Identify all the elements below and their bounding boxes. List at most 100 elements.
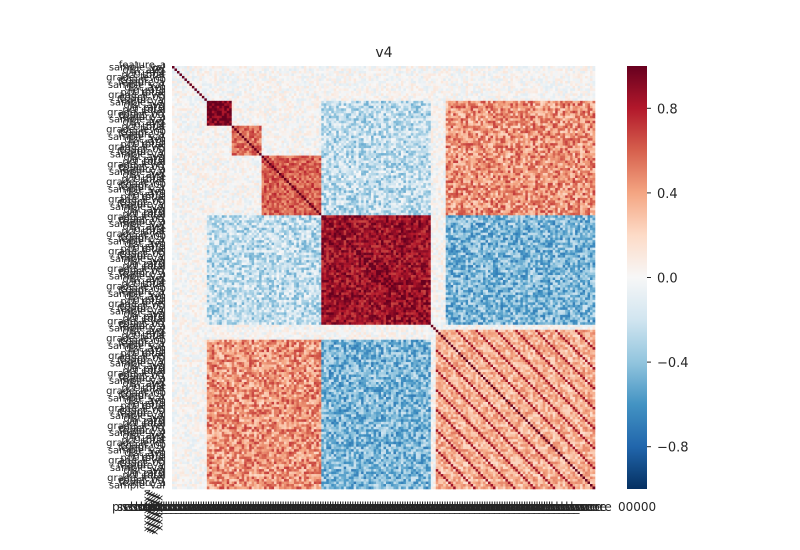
- heatmap-cell: [212, 113, 215, 116]
- heatmap-cell: [346, 66, 349, 69]
- heatmap-cell: [277, 113, 280, 116]
- heatmap-cell: [207, 81, 210, 84]
- heatmap-cell: [262, 66, 265, 69]
- heatmap-cell: [503, 68, 506, 71]
- heatmap-cell: [224, 133, 227, 136]
- heatmap-cell: [229, 126, 232, 129]
- heatmap-cell: [294, 113, 297, 116]
- heatmap-cell: [580, 76, 583, 79]
- heatmap-cell: [172, 123, 175, 126]
- heatmap-cell: [560, 116, 563, 119]
- heatmap-cell: [222, 76, 225, 79]
- heatmap-cell: [466, 106, 469, 109]
- heatmap-cell: [272, 133, 275, 136]
- heatmap-cell: [398, 96, 401, 99]
- heatmap-cell: [386, 111, 389, 114]
- heatmap-cell: [570, 106, 573, 109]
- heatmap-cell: [364, 91, 367, 94]
- heatmap-cell: [316, 86, 319, 89]
- heatmap-cell: [473, 96, 476, 99]
- heatmap-cell: [192, 93, 195, 96]
- heatmap-cell: [538, 106, 541, 109]
- heatmap-cell: [406, 103, 409, 106]
- heatmap-cell: [523, 68, 526, 71]
- heatmap-cell: [249, 123, 252, 126]
- heatmap-cell: [466, 81, 469, 84]
- heatmap-cell: [356, 93, 359, 96]
- heatmap-cell: [510, 123, 513, 126]
- heatmap-cell: [324, 103, 327, 106]
- heatmap-cell: [436, 121, 439, 124]
- heatmap-cell: [443, 91, 446, 94]
- heatmap-cell: [575, 111, 578, 114]
- heatmap-cell: [214, 136, 217, 139]
- heatmap-cell: [578, 81, 581, 84]
- heatmap-cell: [471, 128, 474, 131]
- heatmap-cell: [565, 91, 568, 94]
- heatmap-cell: [558, 78, 561, 81]
- heatmap-cell: [224, 103, 227, 106]
- heatmap-cell: [224, 76, 227, 79]
- heatmap-cell: [244, 116, 247, 119]
- heatmap-cell: [553, 106, 556, 109]
- heatmap-cell: [503, 81, 506, 84]
- heatmap-cell: [575, 133, 578, 136]
- heatmap-cell: [187, 98, 190, 101]
- heatmap-cell: [316, 71, 319, 74]
- heatmap-cell: [466, 108, 469, 111]
- heatmap-cell: [351, 126, 354, 129]
- heatmap-cell: [269, 86, 272, 89]
- heatmap-cell: [224, 88, 227, 91]
- heatmap-cell: [311, 76, 314, 79]
- heatmap-cell: [224, 121, 227, 124]
- heatmap-cell: [593, 128, 596, 131]
- heatmap-cell: [381, 93, 384, 96]
- heatmap-cell: [192, 121, 195, 124]
- heatmap-cell: [553, 98, 556, 101]
- heatmap-cell: [461, 86, 464, 89]
- heatmap-cell: [443, 123, 446, 126]
- heatmap-cell: [219, 71, 222, 74]
- heatmap-cell: [229, 101, 232, 104]
- heatmap-cell: [177, 93, 180, 96]
- heatmap-cell: [239, 91, 242, 94]
- heatmap-cell: [418, 106, 421, 109]
- heatmap-cell: [483, 83, 486, 86]
- heatmap-cell: [468, 68, 471, 71]
- heatmap-cell: [578, 88, 581, 91]
- heatmap-cell: [398, 78, 401, 81]
- heatmap-cell: [396, 83, 399, 86]
- heatmap-cell: [423, 121, 426, 124]
- heatmap-cell: [523, 111, 526, 114]
- heatmap-cell: [458, 96, 461, 99]
- heatmap-cell: [503, 76, 506, 79]
- heatmap-cell: [279, 113, 282, 116]
- heatmap-cell: [284, 66, 287, 69]
- heatmap-cell: [344, 81, 347, 84]
- heatmap-cell: [528, 96, 531, 99]
- heatmap-cell: [403, 131, 406, 134]
- heatmap-cell: [366, 131, 369, 134]
- heatmap-cell: [249, 91, 252, 94]
- heatmap-cell: [431, 101, 434, 104]
- heatmap-cell: [341, 128, 344, 131]
- heatmap-cell: [314, 86, 317, 89]
- heatmap-cell: [426, 88, 429, 91]
- heatmap-cell: [461, 106, 464, 109]
- heatmap-cell: [314, 118, 317, 121]
- heatmap-cell: [301, 91, 304, 94]
- heatmap-cell: [593, 98, 596, 101]
- heatmap-cell: [321, 86, 324, 89]
- heatmap-cell: [257, 106, 260, 109]
- heatmap-cell: [401, 101, 404, 104]
- heatmap-cell: [393, 131, 396, 134]
- heatmap-cell: [558, 118, 561, 121]
- heatmap-cell: [331, 121, 334, 124]
- heatmap-cell: [311, 101, 314, 104]
- heatmap-cell: [254, 81, 257, 84]
- heatmap-cell: [495, 71, 498, 74]
- heatmap-cell: [448, 78, 451, 81]
- heatmap-cell: [448, 133, 451, 136]
- heatmap-cell: [468, 66, 471, 69]
- heatmap-cell: [187, 76, 190, 79]
